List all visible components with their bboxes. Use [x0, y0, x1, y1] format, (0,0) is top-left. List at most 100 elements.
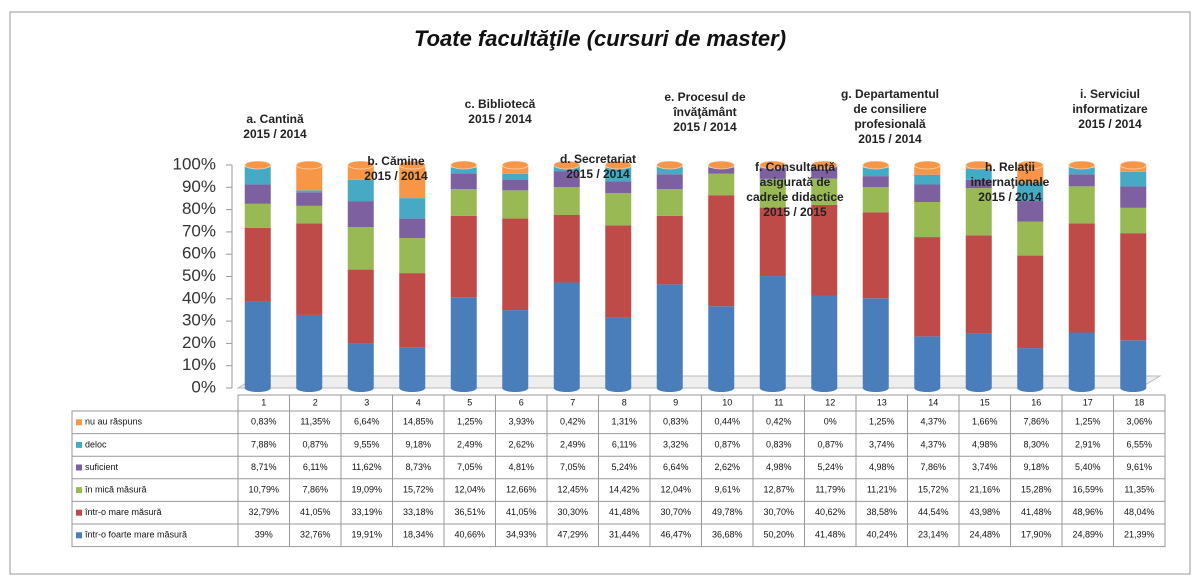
- bar-segment: [347, 227, 374, 270]
- table-value: 7,05%: [457, 462, 483, 472]
- annotation: i. Serviciul: [1080, 87, 1140, 101]
- table-value: 10,79%: [248, 484, 279, 494]
- x-tick-label: 2: [313, 397, 318, 407]
- bar-segment: [914, 202, 941, 238]
- annotation: 2015 / 2014: [566, 167, 630, 181]
- bar-segment: [1120, 171, 1147, 187]
- bar-segment: [502, 173, 529, 180]
- bar-segment: [1068, 332, 1095, 388]
- legend-swatch: [76, 509, 82, 516]
- bar-segment: [708, 195, 735, 307]
- bar-segment: [708, 173, 735, 196]
- bar-cap: [1016, 160, 1044, 170]
- table-value: 8,30%: [1023, 439, 1049, 449]
- bar-segment: [862, 212, 889, 299]
- bar-segment: [450, 173, 477, 190]
- bar-segment: [1068, 174, 1095, 187]
- bar-segment: [450, 167, 477, 174]
- bar-cap: [295, 160, 323, 170]
- legend-swatch: [76, 464, 82, 471]
- legend-label: într-o foarte mare măsură: [84, 530, 187, 540]
- y-tick-label: 80%: [182, 199, 216, 218]
- bar-segment: [553, 214, 580, 283]
- bar-segment: [399, 273, 426, 348]
- bar-segment: [502, 179, 529, 191]
- bar-base: [656, 384, 683, 392]
- table-value: 11,62%: [352, 462, 382, 472]
- bar-cap: [553, 160, 581, 170]
- table-value: 12,66%: [506, 484, 537, 494]
- table-value: 2,49%: [560, 439, 586, 449]
- bar-base: [347, 384, 374, 392]
- bar-segment: [965, 188, 992, 236]
- bar-cap: [244, 160, 272, 170]
- legend-swatch: [76, 419, 82, 426]
- bar-segment: [296, 190, 323, 193]
- bar-base: [759, 384, 786, 392]
- bar-segment: [605, 225, 632, 318]
- bar-segment: [811, 204, 838, 296]
- bar-segment: [759, 276, 786, 388]
- table-value: 39%: [255, 530, 273, 540]
- annotation: de consiliere: [853, 102, 927, 116]
- annotation: internaţionale: [971, 175, 1050, 189]
- table-value: 48,04%: [1124, 507, 1155, 517]
- annotation: cadrele didactice: [746, 190, 844, 204]
- bar-segment: [502, 310, 529, 388]
- table-value: 0,87%: [714, 439, 740, 449]
- table-value: 0,87%: [302, 439, 328, 449]
- bar-base: [244, 384, 271, 392]
- bar-segment: [1017, 165, 1044, 183]
- table-value: 49,78%: [712, 507, 743, 517]
- table-value: 3,74%: [972, 462, 998, 472]
- table-value: 36,68%: [712, 530, 743, 540]
- bar-segment: [553, 171, 580, 188]
- bar-segment: [347, 343, 374, 388]
- table-value: 41,48%: [815, 530, 846, 540]
- bar-base: [399, 384, 426, 392]
- annotation: informatizare: [1072, 102, 1148, 116]
- bar-segment: [914, 237, 941, 337]
- bar-cap: [398, 160, 426, 170]
- table-value: 1,25%: [457, 417, 483, 427]
- bar-segment: [1017, 348, 1044, 388]
- table-value: 7,88%: [251, 439, 277, 449]
- table-value: 4,98%: [972, 439, 998, 449]
- annotation: g. Departamentul: [841, 87, 939, 101]
- table-value: 6,64%: [663, 462, 689, 472]
- bar-segment: [965, 168, 992, 180]
- table-value: 9,18%: [1023, 462, 1049, 472]
- table-value: 24,48%: [969, 530, 1000, 540]
- table-value: 23,14%: [918, 530, 949, 540]
- legend-label: în mică măsură: [84, 484, 147, 494]
- y-tick-label: 100%: [173, 154, 216, 173]
- table-value: 47,29%: [557, 530, 588, 540]
- annotation: 2015 / 2014: [978, 190, 1042, 204]
- bar-segment: [1068, 223, 1095, 333]
- bar-cap: [759, 160, 787, 170]
- legend-label: deloc: [85, 439, 107, 449]
- bar-base: [914, 384, 941, 392]
- bar-segment: [965, 235, 992, 334]
- annotation: f. Consultanţă: [755, 160, 835, 174]
- bar-segment: [605, 193, 632, 226]
- bar-segment: [502, 190, 529, 219]
- bar-segment: [1068, 167, 1095, 175]
- bar-base: [1068, 384, 1095, 392]
- table-value: 11,35%: [300, 417, 330, 427]
- x-tick-label: 9: [673, 397, 678, 407]
- x-tick-label: 5: [467, 397, 472, 407]
- table-value: 7,05%: [560, 462, 586, 472]
- x-tick-label: 8: [622, 397, 627, 407]
- table-value: 0%: [824, 417, 837, 427]
- table-value: 2,91%: [1075, 439, 1101, 449]
- table-value: 3,93%: [508, 417, 534, 427]
- table-value: 7,86%: [302, 484, 328, 494]
- legend-swatch: [76, 532, 82, 539]
- bar-segment: [656, 189, 683, 216]
- table-value: 4,81%: [508, 462, 534, 472]
- table-value: 50,20%: [763, 530, 794, 540]
- bar-segment: [914, 165, 941, 175]
- bar-base: [1017, 384, 1044, 392]
- annotation: b. Cămine: [367, 154, 425, 168]
